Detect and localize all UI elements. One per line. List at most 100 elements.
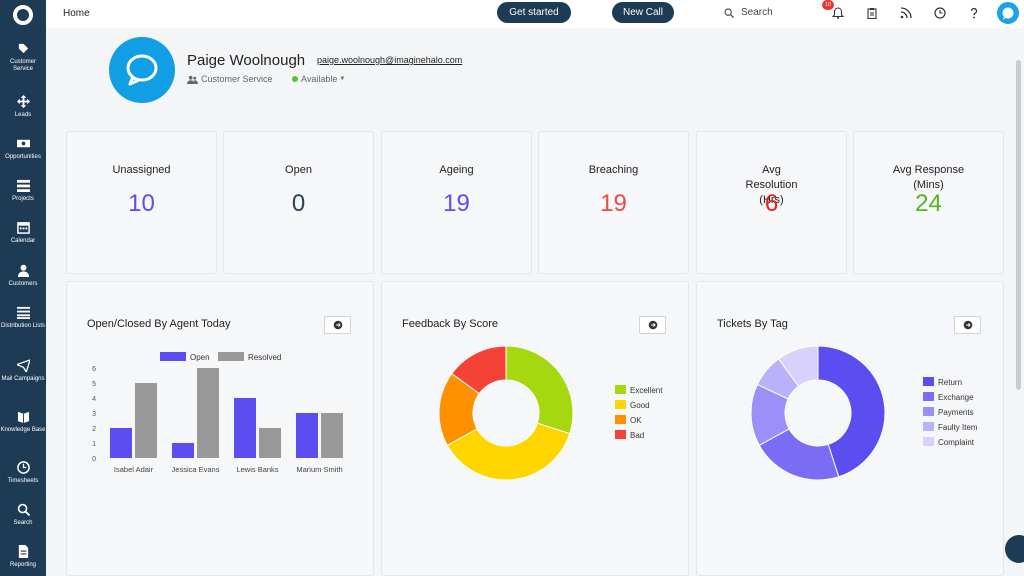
person-icon xyxy=(17,264,29,277)
sidebar-item-projects[interactable]: Projects xyxy=(0,179,46,203)
breadcrumb-home[interactable]: Home xyxy=(63,8,90,19)
panel-open-closed-by-agent: Open/Closed By Agent Today Open Resolved 0… xyxy=(66,281,374,576)
stat-card-avg-resolution[interactable]: Avg Resolution (Hrs) 6 xyxy=(696,131,847,274)
list-icon xyxy=(16,306,30,319)
stat-value: 19 xyxy=(443,190,470,217)
sidebar-item-label: Leads xyxy=(14,112,32,118)
sidebar-item-customers[interactable]: Customers xyxy=(0,264,46,288)
legend-label: OK xyxy=(630,416,642,425)
paper-plane-icon xyxy=(16,359,30,372)
legend-label: Exchange xyxy=(938,393,974,402)
arrow-right-icon xyxy=(333,320,342,330)
sidebar-item-knowledge-base[interactable]: Knowledge Base xyxy=(0,410,46,434)
bar xyxy=(135,383,157,458)
sidebar-item-label: Calendar xyxy=(10,238,36,244)
chat-launcher-button[interactable] xyxy=(1005,535,1024,563)
sidebar-item-timesheets[interactable]: Timesheets xyxy=(0,461,46,485)
new-call-button[interactable]: New Call xyxy=(612,2,674,23)
help-icon[interactable] xyxy=(968,7,980,19)
sidebar-item-customer-service[interactable]: Customer Service xyxy=(0,42,46,73)
bar xyxy=(321,413,343,458)
status-label: Available xyxy=(301,74,338,84)
panel-open-button[interactable] xyxy=(324,316,351,334)
x-tick-label: Marium Smith xyxy=(296,465,342,474)
sidebar-item-reporting[interactable]: Reporting xyxy=(0,545,46,569)
header-search[interactable]: Search xyxy=(724,7,773,18)
bar xyxy=(110,428,132,458)
legend-label: Excellent xyxy=(630,386,663,395)
y-tick-label: 4 xyxy=(92,396,96,403)
sidebar-item-mail-campaigns[interactable]: Mail Campaigns xyxy=(0,359,46,383)
logo[interactable] xyxy=(0,0,46,30)
profile-name: Paige Woolnough xyxy=(187,52,306,69)
y-tick-label: 5 xyxy=(92,381,96,388)
legend-label: Bad xyxy=(630,431,644,440)
user-avatar[interactable] xyxy=(995,0,1021,26)
stat-card-unassigned[interactable]: Unassigned 10 xyxy=(66,131,217,274)
bar xyxy=(197,368,219,458)
search-label: Search xyxy=(741,7,773,18)
tag-icon xyxy=(18,43,28,54)
x-tick-label: Jessica Evans xyxy=(172,465,220,474)
projects-icon xyxy=(16,179,30,192)
book-icon xyxy=(17,411,29,423)
bar-chart: Open Resolved 0 1 2 3 4 5 6 Isabel Adair Jessica E… xyxy=(92,352,343,474)
stat-card-open[interactable]: Open 0 xyxy=(223,131,374,274)
stat-value: 19 xyxy=(600,190,627,217)
chat-bubble-icon xyxy=(1002,7,1014,20)
donut-slice xyxy=(817,345,886,478)
legend-label: Resolved xyxy=(248,353,281,362)
legend-swatch xyxy=(160,352,186,361)
legend-swatch xyxy=(923,422,934,431)
report-icon xyxy=(18,545,28,558)
clock-icon xyxy=(16,461,30,474)
sidebar-item-leads[interactable]: Leads xyxy=(0,95,46,119)
y-tick-label: 3 xyxy=(92,411,96,418)
stat-label: Open xyxy=(285,164,312,176)
y-tick-label: 1 xyxy=(92,441,96,448)
stat-card-breaching[interactable]: Breaching 19 xyxy=(538,131,689,274)
sidebar-item-label: Customers xyxy=(8,281,38,287)
panel-open-button[interactable] xyxy=(639,316,666,334)
bar xyxy=(234,398,256,458)
department-label: Customer Service xyxy=(201,74,273,84)
sidebar-item-label: Distribution Lists xyxy=(0,323,45,329)
page-scrollbar[interactable] xyxy=(1016,60,1021,390)
bar xyxy=(296,413,318,458)
profile-department: Customer Service xyxy=(187,74,273,84)
stat-value: 6 xyxy=(764,190,779,217)
stat-card-avg-response[interactable]: Avg Response (Mins) 24 xyxy=(853,131,1004,274)
clipboard-icon[interactable] xyxy=(866,7,878,19)
get-started-button[interactable]: Get started xyxy=(497,2,571,23)
stat-label: Unassigned xyxy=(112,164,171,176)
stat-value: 24 xyxy=(915,190,942,217)
team-icon xyxy=(187,75,198,84)
tags-donut-chart: Return Exchange Payments Faulty Item Complai… xyxy=(750,345,978,481)
profile-email-link[interactable]: paige.woolnough@imaginehalo.com xyxy=(317,55,463,65)
legend-swatch xyxy=(923,392,934,401)
search-icon xyxy=(724,7,734,18)
status-dropdown[interactable]: Available ▼ xyxy=(292,74,345,84)
sidebar-item-search[interactable]: Search xyxy=(0,503,46,527)
profile-avatar xyxy=(109,37,175,103)
bell-icon[interactable] xyxy=(832,7,844,19)
sidebar-item-label: Knowledge Base xyxy=(0,427,46,433)
sidebar-item-calendar[interactable]: Calendar xyxy=(0,221,46,245)
sidebar-item-label: Customer Service xyxy=(9,59,36,72)
caret-down-icon: ▼ xyxy=(339,76,346,82)
status-dot xyxy=(292,76,298,82)
sidebar-item-label: Search xyxy=(13,520,33,526)
sidebar-item-opportunities[interactable]: Opportunities xyxy=(0,137,46,161)
move-icon xyxy=(16,95,30,108)
stat-label: Avg Response (Mins) xyxy=(892,164,965,191)
rss-icon[interactable] xyxy=(900,7,912,19)
legend-label: Good xyxy=(630,401,650,410)
clock-icon[interactable] xyxy=(934,7,946,19)
legend-swatch xyxy=(923,377,934,386)
sidebar-item-label: Mail Campaigns xyxy=(1,376,45,382)
panel-open-button[interactable] xyxy=(954,316,981,334)
stat-card-ageing[interactable]: Ageing 19 xyxy=(381,131,532,274)
legend-swatch xyxy=(615,430,626,439)
panel-title: Open/Closed By Agent Today xyxy=(87,318,231,330)
sidebar-item-distribution-lists[interactable]: Distribution Lists xyxy=(0,306,46,330)
